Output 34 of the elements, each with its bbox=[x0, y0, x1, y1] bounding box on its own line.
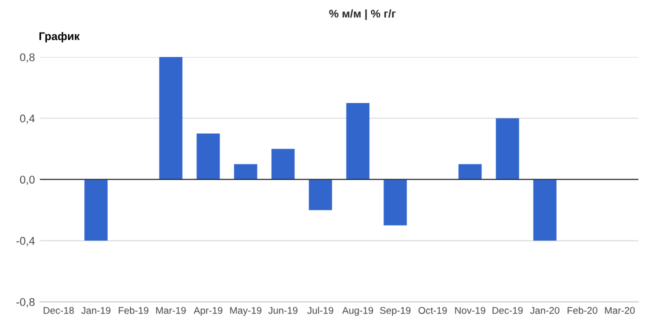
bar bbox=[159, 57, 182, 180]
x-tick-label: Oct-19 bbox=[418, 306, 447, 314]
x-tick-label: Mar-20 bbox=[605, 306, 635, 314]
x-tick-label: Feb-20 bbox=[568, 306, 598, 314]
chart-title: График bbox=[39, 32, 80, 42]
x-tick-label: Apr-19 bbox=[194, 306, 222, 316]
x-tick-label: Aug-19 bbox=[342, 306, 374, 316]
x-tick-label: Jun-19 bbox=[268, 306, 298, 314]
bar bbox=[234, 164, 258, 180]
x-tick-label: Jan-19 bbox=[81, 306, 110, 314]
bar bbox=[384, 179, 407, 226]
x-tick-label: Jan-20 bbox=[530, 306, 560, 314]
x-tick-label: Jul-19 bbox=[307, 306, 334, 314]
y-tick-label: 0,4 bbox=[20, 114, 35, 124]
x-tick-label: Sep-19 bbox=[380, 306, 410, 316]
x-tick-label: Mar-19 bbox=[156, 306, 186, 314]
text: % м/м | % г/г bbox=[329, 9, 396, 20]
bar bbox=[346, 102, 370, 180]
y-tick-label: -0,4 bbox=[16, 236, 35, 246]
bar bbox=[308, 179, 332, 210]
bar bbox=[533, 179, 556, 241]
bar bbox=[271, 148, 295, 180]
bar bbox=[496, 118, 520, 180]
x-tick-label: Dec-18 bbox=[44, 306, 74, 314]
bar bbox=[196, 134, 220, 180]
x-tick-label: Feb-19 bbox=[118, 306, 148, 314]
y-tick-label: 0,0 bbox=[20, 176, 35, 185]
x-tick-label: Dec-19 bbox=[492, 306, 523, 314]
x-tick-label: Nov-19 bbox=[455, 306, 486, 314]
y-tick-label: -0,8 bbox=[16, 298, 35, 308]
bar bbox=[84, 179, 108, 241]
bar bbox=[458, 164, 482, 180]
y-tick-label: 0,8 bbox=[20, 53, 35, 62]
x-tick-label: May-19 bbox=[230, 306, 262, 316]
